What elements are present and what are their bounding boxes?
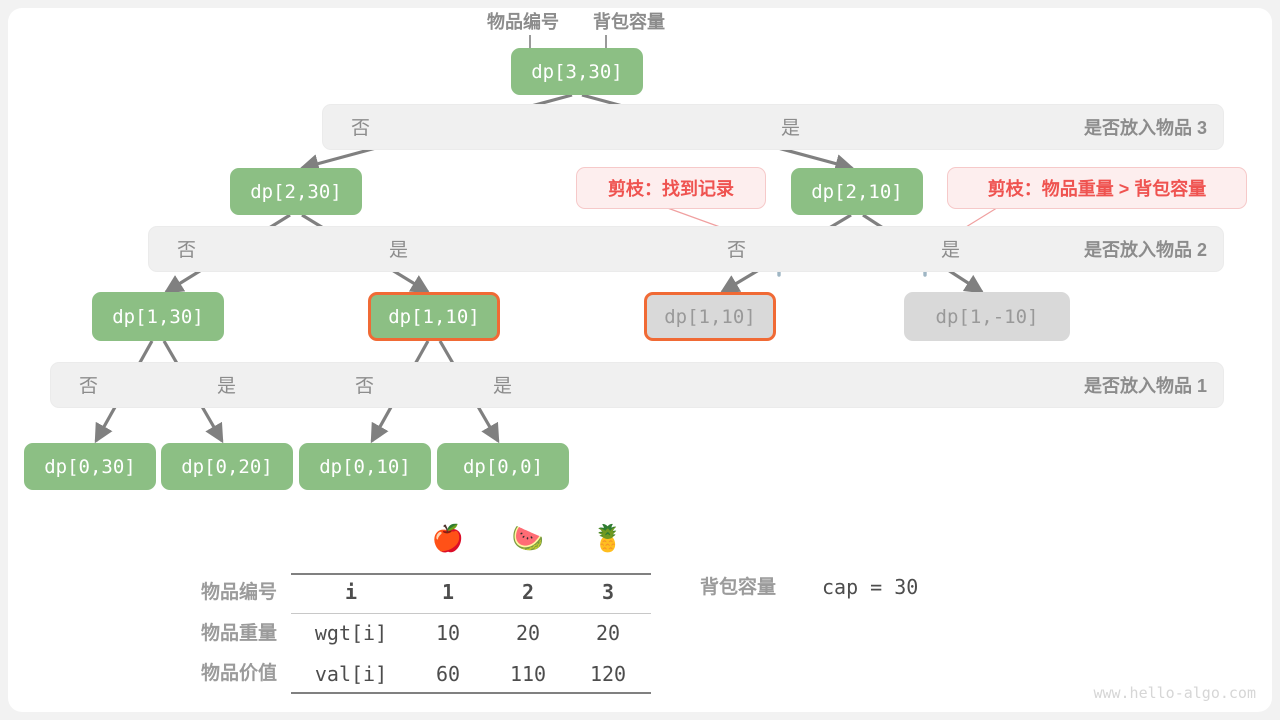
branch-label-yes: 是 xyxy=(781,118,801,139)
table-cell-i-2: 2 xyxy=(521,580,535,604)
table-cell-wgt-1: 10 xyxy=(435,621,461,645)
tree-node-dp-1-30[interactable]: dp[1,30] xyxy=(92,292,224,341)
level-bar-item-2: 否 是 否 是 是否放入物品 2 xyxy=(148,226,1224,272)
level-bar-item-3: 否 是 是否放入物品 3 xyxy=(322,104,1224,150)
branch-label-no: 否 xyxy=(355,376,375,397)
fruit-icon-watermelon: 🍉 xyxy=(511,523,545,553)
tree-node-dp-1-10-pruned[interactable]: dp[1,10] xyxy=(644,292,776,341)
tree-node-dp-0-10[interactable]: dp[0,10] xyxy=(299,443,431,490)
table-row-label-value: 物品价值 xyxy=(200,663,277,684)
level-bar-item-1: 否 是 否 是 是否放入物品 1 xyxy=(50,362,1224,408)
tree-node-dp-2-10[interactable]: dp[2,10] xyxy=(791,168,923,215)
tree-node-dp-3-30[interactable]: dp[3,30] xyxy=(511,48,643,95)
callout-prune-weight: 剪枝：物品重量 > 背包容量 xyxy=(947,167,1247,209)
table-row-label-index: 物品编号 xyxy=(200,582,277,603)
table-cell-wgt-3: 20 xyxy=(595,621,621,645)
branch-label-no: 否 xyxy=(351,118,371,139)
tree-node-dp-0-20[interactable]: dp[0,20] xyxy=(161,443,293,490)
capacity-label: 背包容量 xyxy=(700,577,777,598)
tree-node-dp-0-0[interactable]: dp[0,0] xyxy=(437,443,569,490)
label-item-index: 物品编号 xyxy=(487,12,559,32)
callout-prune-memo: 剪枝：找到记录 xyxy=(576,167,766,209)
table-rule-bottom xyxy=(291,692,651,694)
level-label-item-2: 是否放入物品 2 xyxy=(1083,240,1207,260)
table-cell-i-1: 1 xyxy=(441,580,455,604)
table-key-wgt: wgt[i] xyxy=(314,621,388,645)
table-key-val: val[i] xyxy=(314,662,388,686)
branch-label-no: 否 xyxy=(177,240,197,261)
branch-label-yes: 是 xyxy=(389,240,409,261)
tree-node-dp-1-minus-10-pruned[interactable]: dp[1,-10] xyxy=(904,292,1070,341)
label-knapsack-capacity: 背包容量 xyxy=(593,12,665,32)
tree-node-dp-2-30[interactable]: dp[2,30] xyxy=(230,168,362,215)
table-cell-wgt-2: 20 xyxy=(515,621,541,645)
tree-node-dp-0-30[interactable]: dp[0,30] xyxy=(24,443,156,490)
table-rule-top xyxy=(291,573,651,575)
branch-label-no: 否 xyxy=(727,240,747,261)
table-cell-val-1: 60 xyxy=(435,662,461,686)
table-row-label-weight: 物品重量 xyxy=(200,623,277,644)
branch-label-yes: 是 xyxy=(493,376,513,397)
fruit-icon-pineapple: 🍍 xyxy=(591,523,625,553)
table-cell-val-3: 120 xyxy=(589,662,627,686)
branch-label-yes: 是 xyxy=(217,376,237,397)
fruit-icon-apple: 🍎 xyxy=(431,523,465,553)
level-label-item-1: 是否放入物品 1 xyxy=(1083,376,1207,396)
capacity-value: cap = 30 xyxy=(822,575,919,599)
table-cell-val-2: 110 xyxy=(509,662,547,686)
level-label-item-3: 是否放入物品 3 xyxy=(1083,118,1207,138)
table-cell-i-3: 3 xyxy=(601,580,615,604)
branch-label-no: 否 xyxy=(79,376,99,397)
tree-node-dp-1-10-memo-source[interactable]: dp[1,10] xyxy=(368,292,500,341)
branch-label-yes: 是 xyxy=(941,240,961,261)
table-key-i: i xyxy=(344,580,358,604)
table-rule-mid xyxy=(291,613,651,614)
site-watermark: www.hello-algo.com xyxy=(1093,684,1256,702)
